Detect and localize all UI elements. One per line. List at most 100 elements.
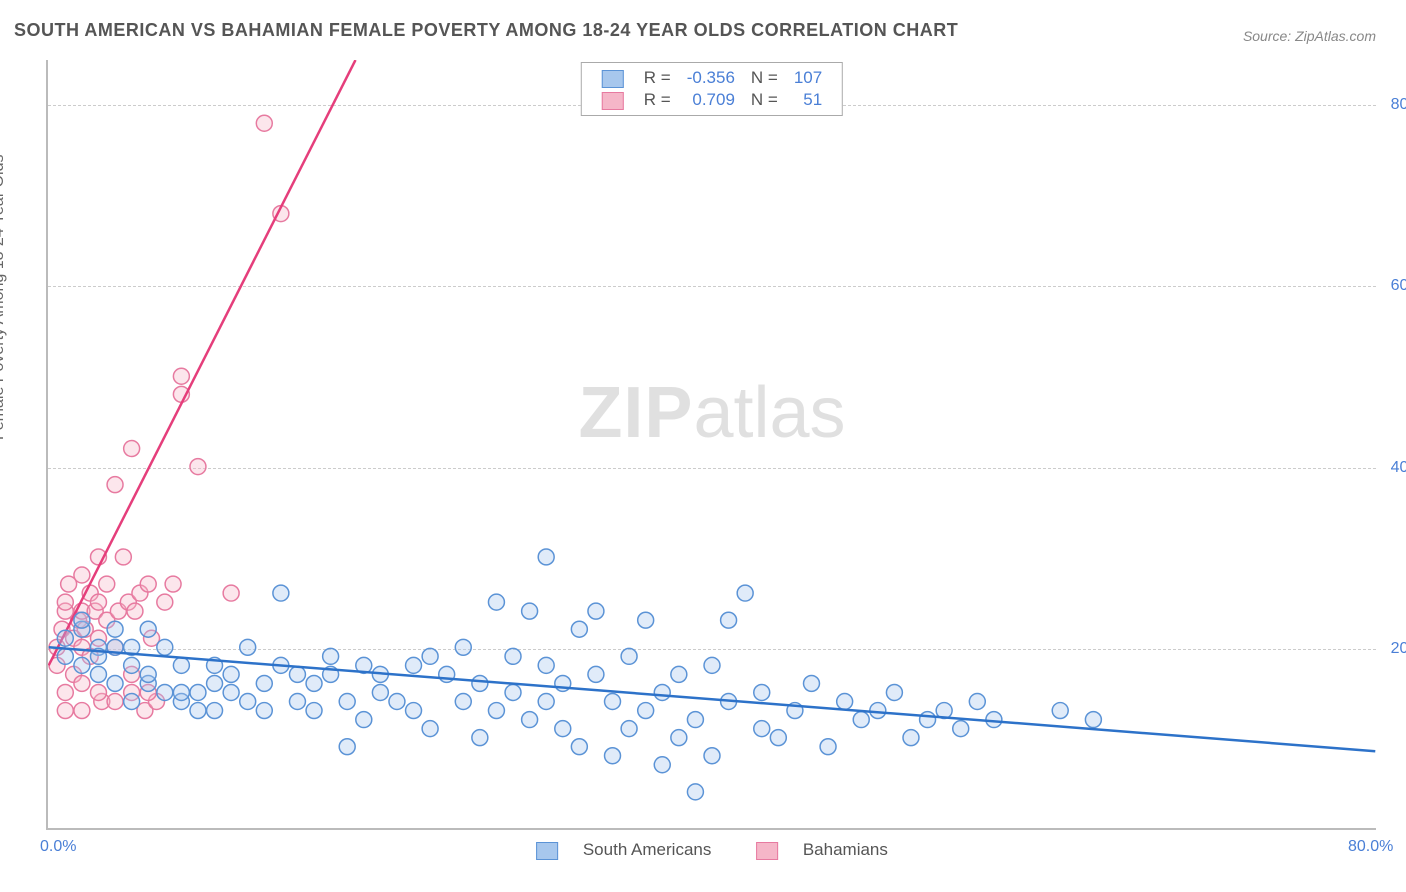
data-point xyxy=(90,684,106,700)
data-point xyxy=(455,639,471,655)
data-point xyxy=(157,639,173,655)
n-value-1: 107 xyxy=(786,67,830,89)
legend-item-1: South Americans xyxy=(526,840,726,859)
data-point xyxy=(240,639,256,655)
y-axis-label: Female Poverty Among 18-24 Year Olds xyxy=(0,155,8,441)
data-point xyxy=(223,684,239,700)
data-point xyxy=(74,612,90,628)
data-point xyxy=(256,675,272,691)
data-point xyxy=(107,477,123,493)
data-point xyxy=(754,684,770,700)
data-point xyxy=(140,621,156,637)
data-point xyxy=(190,459,206,475)
data-point xyxy=(240,694,256,710)
data-point xyxy=(256,115,272,131)
trend-line xyxy=(49,60,356,665)
data-point xyxy=(737,585,753,601)
chart-title: SOUTH AMERICAN VS BAHAMIAN FEMALE POVERT… xyxy=(14,20,958,41)
data-point xyxy=(140,666,156,682)
data-point xyxy=(837,694,853,710)
r-label-2: R = xyxy=(636,89,679,111)
data-point xyxy=(157,594,173,610)
data-point xyxy=(127,603,143,619)
y-tick-label: 40.0% xyxy=(1391,459,1406,477)
data-point xyxy=(124,694,140,710)
data-point xyxy=(687,784,703,800)
data-point xyxy=(488,594,504,610)
legend-correlation-box: R = -0.356 N = 107 R = 0.709 N = 51 xyxy=(581,62,843,116)
data-point xyxy=(124,657,140,673)
data-point xyxy=(306,675,322,691)
data-point xyxy=(173,684,189,700)
legend-item-2: Bahamians xyxy=(746,840,898,859)
data-point xyxy=(256,703,272,719)
data-point xyxy=(356,712,372,728)
data-point xyxy=(372,684,388,700)
n-label-2: N = xyxy=(743,89,786,111)
data-point xyxy=(455,694,471,710)
data-point xyxy=(339,694,355,710)
r-value-2: 0.709 xyxy=(679,89,743,111)
data-point xyxy=(57,630,73,646)
data-point xyxy=(273,585,289,601)
data-point xyxy=(522,603,538,619)
data-point xyxy=(190,684,206,700)
data-point xyxy=(207,703,223,719)
data-point xyxy=(671,730,687,746)
legend-row-series-2: R = 0.709 N = 51 xyxy=(594,89,830,111)
data-point xyxy=(472,730,488,746)
data-point xyxy=(57,648,73,664)
source-credit: Source: ZipAtlas.com xyxy=(1243,28,1376,44)
data-point xyxy=(638,612,654,628)
legend-series-names: South Americans Bahamians xyxy=(516,840,908,860)
data-point xyxy=(886,684,902,700)
legend-name-1: South Americans xyxy=(583,840,712,859)
data-point xyxy=(323,648,339,664)
x-tick-label: 80.0% xyxy=(1348,838,1393,856)
source-label: Source: xyxy=(1243,28,1291,44)
data-point xyxy=(223,585,239,601)
data-point xyxy=(969,694,985,710)
legend-swatch-2 xyxy=(602,92,624,110)
data-point xyxy=(820,739,836,755)
data-point xyxy=(903,730,919,746)
data-point xyxy=(588,603,604,619)
data-point xyxy=(588,666,604,682)
data-point xyxy=(538,549,554,565)
data-point xyxy=(804,675,820,691)
data-point xyxy=(472,675,488,691)
data-point xyxy=(74,675,90,691)
data-point xyxy=(406,657,422,673)
data-point xyxy=(406,703,422,719)
data-point xyxy=(207,675,223,691)
data-point xyxy=(571,621,587,637)
data-point xyxy=(223,666,239,682)
data-point xyxy=(157,684,173,700)
data-point xyxy=(721,612,737,628)
source-link[interactable]: ZipAtlas.com xyxy=(1295,28,1376,44)
n-value-2: 51 xyxy=(786,89,830,111)
data-point xyxy=(621,721,637,737)
data-point xyxy=(770,730,786,746)
data-point xyxy=(505,648,521,664)
legend-swatch-1 xyxy=(602,70,624,88)
data-point xyxy=(654,684,670,700)
data-point xyxy=(389,694,405,710)
data-point xyxy=(704,748,720,764)
data-point xyxy=(173,657,189,673)
data-point xyxy=(289,666,305,682)
data-point xyxy=(853,712,869,728)
y-tick-label: 80.0% xyxy=(1391,96,1406,114)
data-point xyxy=(74,703,90,719)
data-point xyxy=(57,703,73,719)
x-tick-label: 0.0% xyxy=(40,838,76,856)
scatter-svg xyxy=(48,60,1376,828)
data-point xyxy=(605,748,621,764)
data-point xyxy=(289,694,305,710)
data-point xyxy=(107,694,123,710)
data-point xyxy=(90,594,106,610)
legend-name-2: Bahamians xyxy=(803,840,888,859)
data-point xyxy=(165,576,181,592)
data-point xyxy=(99,576,115,592)
data-point xyxy=(870,703,886,719)
